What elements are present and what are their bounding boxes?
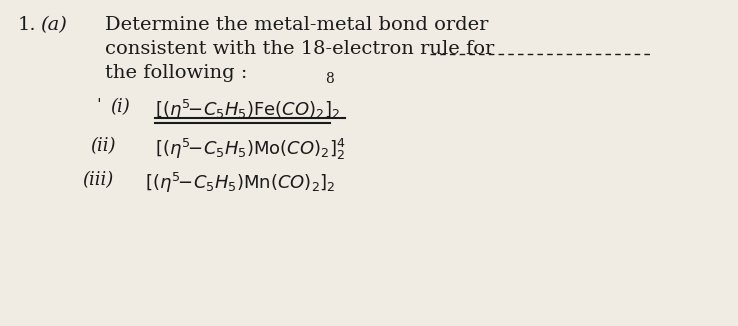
Text: Determine the metal-metal bond order: Determine the metal-metal bond order [105, 16, 489, 34]
Text: the following :: the following : [105, 64, 247, 82]
Text: 8: 8 [325, 72, 334, 86]
Text: (ii): (ii) [90, 137, 116, 155]
Text: consistent with the 18-electron rule for: consistent with the 18-electron rule for [105, 40, 494, 58]
Text: 1.: 1. [18, 16, 37, 34]
Text: $[(\eta^5\!\!-\!C_5H_5)\mathrm{Mo}(CO)_2]_2^4$: $[(\eta^5\!\!-\!C_5H_5)\mathrm{Mo}(CO)_2… [155, 137, 345, 162]
Text: ˈ: ˈ [96, 98, 100, 115]
Text: (i): (i) [110, 98, 130, 116]
Text: $[(\eta^5\!\!-\!C_5H_5)\mathrm{Fe}(CO)_2]_2$: $[(\eta^5\!\!-\!C_5H_5)\mathrm{Fe}(CO)_2… [155, 98, 340, 122]
Text: (iii): (iii) [82, 171, 113, 189]
Text: $[(\eta^5\!\!-\!C_5H_5)\mathrm{Mn}(CO)_2]_2$: $[(\eta^5\!\!-\!C_5H_5)\mathrm{Mn}(CO)_2… [145, 171, 336, 195]
Text: (a): (a) [40, 16, 67, 34]
